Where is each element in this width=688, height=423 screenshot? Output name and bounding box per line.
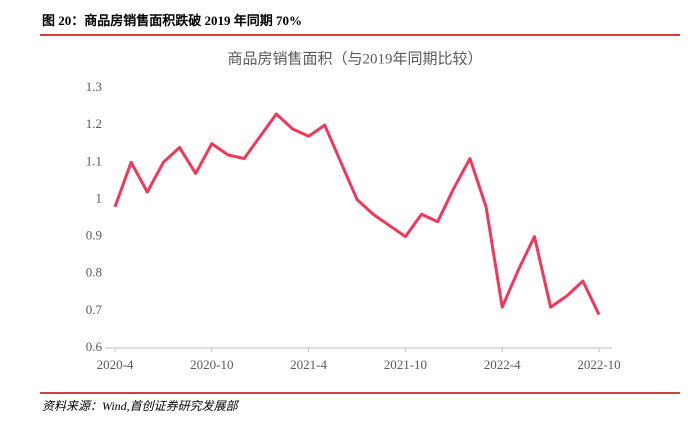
y-tick-label: 1.3 — [86, 79, 102, 94]
x-tick-label: 2021-10 — [384, 357, 427, 372]
y-tick-label: 0.7 — [86, 302, 103, 317]
x-tick-label: 2021-4 — [290, 357, 327, 372]
y-tick-label: 1.1 — [86, 153, 102, 168]
x-tick-label: 2022-4 — [484, 357, 521, 372]
caption: 图 20：商品房销售面积跌破 2019 年同期 70% — [42, 13, 302, 28]
x-tick-label: 2020-4 — [97, 357, 134, 372]
line — [113, 112, 601, 316]
x-tick-label: 2022-10 — [577, 357, 620, 372]
y-tick-label: 0.9 — [86, 228, 102, 243]
y-tick-label: 1.2 — [86, 116, 102, 131]
chart-title: 商品房销售面积（与2019年同期比较） — [227, 49, 482, 67]
y-tick-label: 1 — [96, 190, 103, 205]
y-tick-label: 0.8 — [86, 265, 102, 280]
y-tick-label: 0.6 — [86, 339, 103, 354]
x-tick-label: 2020-10 — [190, 357, 233, 372]
source: 资料来源：Wind,首创证券研究发展部 — [42, 399, 240, 413]
